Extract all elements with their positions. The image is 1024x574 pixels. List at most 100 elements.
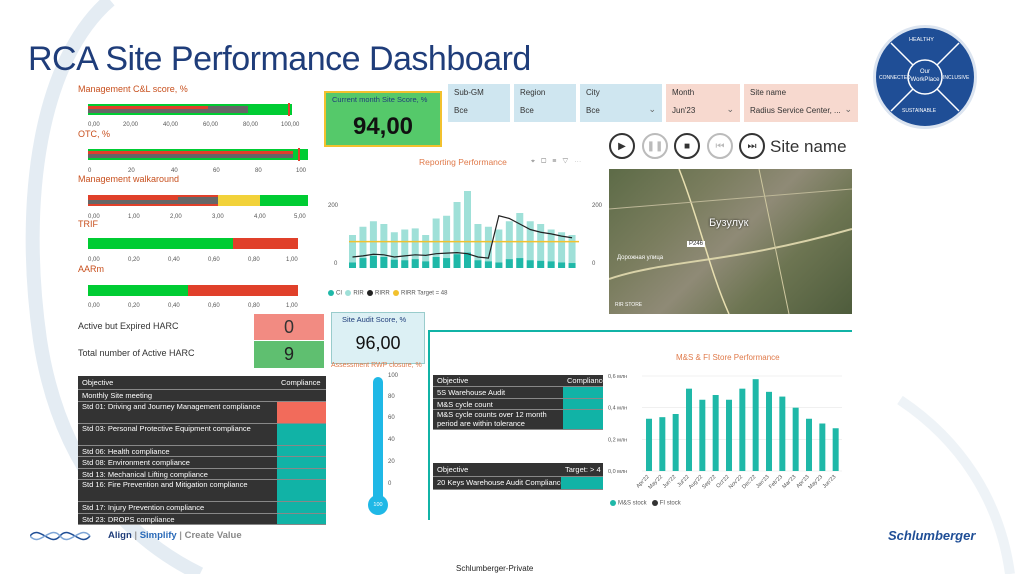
tick: 4,00 (254, 214, 266, 220)
row-status (277, 423, 326, 445)
tick: 0,80 (248, 257, 260, 263)
filter-site[interactable]: Site name Radius Service Center, ... ⌄ (744, 84, 858, 122)
site-score-label: Current month Site Score, % (332, 95, 428, 104)
badge-bottom: SUSTAINABLE (902, 108, 937, 114)
ms-bar (806, 418, 812, 471)
table-row: Std 08: Environment compliance (78, 457, 326, 469)
site-name-label: Site name (770, 137, 847, 156)
filter-value: Все (454, 106, 468, 115)
chevron-down-icon[interactable]: ⌄ (844, 104, 852, 114)
table-header: Objective Compliance (433, 375, 603, 387)
rir-bar (411, 228, 419, 268)
play-button[interactable]: ▶ (609, 133, 635, 159)
map-roads (609, 169, 852, 314)
badge-left: CONNECTED (879, 75, 911, 81)
site-score-value: 94,00 (352, 113, 414, 140)
x-tick-label: Mar'23 (781, 474, 797, 490)
filter-month[interactable]: Month Jun'23 ⌄ (666, 84, 740, 122)
ms-bar (726, 399, 732, 471)
tick: 40 (171, 168, 178, 174)
reporting-legend: CI RIR RIRR RIRR Target = 48 (328, 290, 447, 297)
table-row: Std 23: DROPS compliance (78, 513, 326, 525)
tick: 20,00 (123, 122, 139, 128)
rir-bar (484, 226, 492, 268)
reporting-chart: Reporting Performance ⌖▢≡▽⋯ 200 0 200 0 … (326, 153, 606, 303)
previous-button[interactable]: ⏮ (707, 133, 733, 159)
row-status (563, 387, 603, 398)
filter-value: Radius Service Center, ... (750, 106, 841, 115)
kpi-label-aarm: AARm (78, 264, 105, 274)
legend-rirr: RIRR (375, 290, 390, 297)
ci-bar (547, 261, 555, 268)
table-row: Std 03: Personal Protective Equipment co… (78, 423, 326, 446)
tick: 80 (388, 394, 395, 400)
map-street-label: Дорожная улица (617, 255, 664, 261)
header-objective: Objective (433, 463, 561, 476)
row-objective: 5S Warehouse Audit (433, 387, 563, 398)
rir-bar (369, 221, 377, 268)
ci-bar (369, 255, 377, 268)
harc-expired-label: Active but Expired HARC (78, 321, 179, 331)
tick: 1,00 (286, 257, 298, 263)
header-objective: Objective (433, 375, 563, 386)
divider (428, 330, 430, 520)
filter-city[interactable]: City Все ⌄ (580, 84, 662, 122)
harc-expired-value: 0 (254, 314, 324, 340)
row-objective: Std 08: Environment compliance (78, 457, 277, 468)
header-objective: Objective (78, 376, 277, 389)
next-button[interactable]: ⏭ (739, 133, 765, 159)
chevron-down-icon[interactable]: ⌄ (726, 104, 734, 114)
badge-top: HEALTHY (909, 37, 934, 43)
legend-target: RIRR Target = 48 (401, 290, 448, 297)
tick: 1,00 (286, 303, 298, 309)
kpi-label-cl: Management C&L score, % (78, 84, 188, 94)
ci-bar (443, 258, 451, 268)
chart-title: M&S & FI Store Performance (676, 353, 780, 362)
tick: 40,00 (163, 122, 179, 128)
ci-bar (474, 260, 482, 268)
badge-right: INCLUSIVE (943, 75, 970, 81)
rirr-line (352, 215, 573, 259)
kpi-bar-trif (88, 238, 298, 249)
reporting-plot (349, 191, 579, 268)
filter-subgm[interactable]: Sub-GM Все (448, 84, 510, 122)
tick: 0,20 (128, 303, 140, 309)
row-status (277, 513, 326, 524)
chevron-down-icon[interactable]: ⌄ (648, 104, 656, 114)
row-status (277, 401, 326, 423)
rir-bar (401, 229, 409, 268)
pause-button[interactable]: ❚❚ (642, 133, 668, 159)
kpi-bar-otc (88, 148, 308, 161)
ci-bar (464, 252, 471, 268)
ms-bar (712, 395, 719, 471)
filter-region[interactable]: Region Все (514, 84, 576, 122)
ci-bar (484, 261, 492, 268)
rir-bar (516, 213, 524, 268)
reporting-ytick: 0 (334, 261, 338, 267)
legend-ms: M&S stock (618, 500, 647, 507)
tick: 0,00 (88, 122, 100, 128)
tick: 0 (88, 168, 92, 174)
tick: 0,20 (128, 257, 140, 263)
ms-bar (779, 396, 786, 471)
row-status (561, 477, 603, 489)
page-title: RCA Site Performance Dashboard (28, 40, 531, 78)
tick: 40 (388, 437, 395, 443)
filter-value: Jun'23 (672, 106, 696, 115)
ms-bar (699, 399, 706, 471)
ci-bar (349, 262, 356, 268)
tick: 1,00 (128, 214, 140, 220)
stop-button[interactable]: ■ (674, 133, 700, 159)
audit-table: Objective Compliance 5S Warehouse Audit … (433, 375, 603, 430)
site-map[interactable]: Бузулук P246 Дорожная улица RIR STORE (609, 169, 852, 314)
row-status (277, 502, 326, 513)
tick: 0,40 (168, 303, 180, 309)
rir-bar (526, 221, 534, 268)
y-tick-label: 0,2 млн (608, 437, 627, 443)
filter-label: City (586, 88, 600, 97)
rir-bar (432, 218, 440, 268)
kpi-bar-walk (88, 194, 308, 207)
tick: 0,60 (208, 303, 220, 309)
ms-bar (646, 418, 652, 471)
